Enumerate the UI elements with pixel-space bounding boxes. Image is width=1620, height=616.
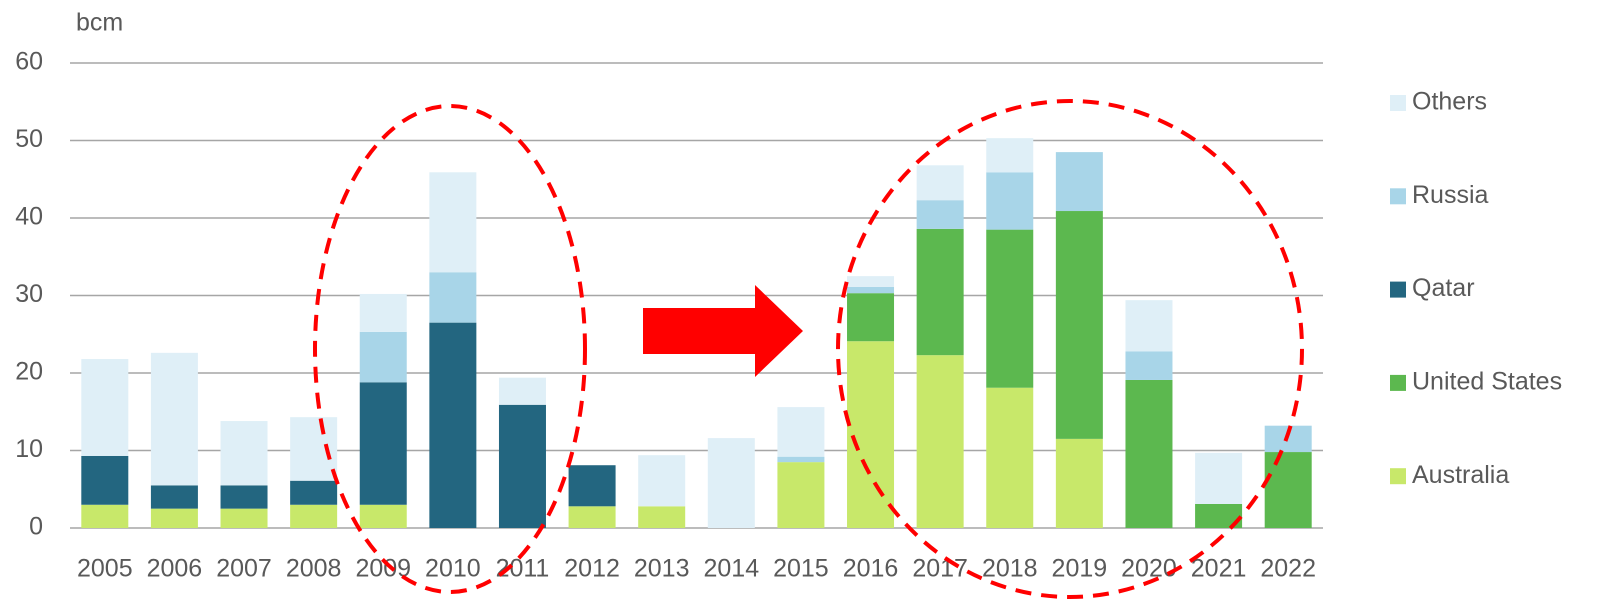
bar-segment: [220, 508, 268, 528]
bar-segment: [498, 377, 546, 405]
bar-segment: [638, 455, 686, 507]
bar-segment: [916, 355, 964, 528]
bar-segment: [290, 504, 338, 528]
legend-label: Others: [1412, 88, 1487, 116]
bar-segment: [150, 352, 198, 486]
bar-segment: [568, 465, 616, 507]
bar-segment: [359, 382, 407, 505]
bar-segment: [847, 293, 895, 342]
x-tick-label: 2022: [1260, 555, 1316, 583]
bar-segment: [290, 417, 338, 481]
bar-segment: [986, 229, 1034, 388]
x-tick-label: 2017: [912, 555, 968, 583]
x-tick-label: 2010: [425, 555, 481, 583]
bar-segment: [707, 438, 755, 528]
legend-swatch: [1390, 188, 1406, 205]
legend-label: United States: [1412, 368, 1562, 396]
bar-segment: [498, 404, 546, 528]
x-tick-label: 2008: [286, 555, 342, 583]
legend-swatch: [1390, 281, 1406, 298]
bar-segment: [568, 506, 616, 528]
bar-segment: [150, 485, 198, 509]
legend-label: Qatar: [1412, 274, 1475, 302]
bar-segment: [359, 331, 407, 383]
y-tick-label: 40: [15, 203, 43, 231]
bar-segment: [916, 165, 964, 201]
x-tick-label: 2014: [703, 555, 759, 583]
arrow: [643, 285, 803, 377]
bar-segment: [359, 293, 407, 332]
bar-segment: [429, 322, 477, 528]
bar-segment: [1125, 300, 1173, 352]
y-axis-label: bcm: [76, 9, 123, 37]
bar-segment: [429, 272, 477, 323]
annotations: [313, 99, 1304, 599]
legend-swatch: [1390, 95, 1406, 111]
bar-segment: [220, 485, 268, 509]
x-tick-label: 2020: [1121, 555, 1177, 583]
bar-segment: [986, 138, 1034, 173]
legend-swatch: [1390, 374, 1406, 391]
y-tick-label: 50: [15, 125, 43, 153]
y-tick-label: 0: [29, 513, 43, 541]
legend-label: Australia: [1412, 461, 1509, 489]
x-tick-label: 2021: [1191, 555, 1247, 583]
x-tick-label: 2016: [843, 555, 899, 583]
highlight-ellipse: [836, 99, 1304, 599]
bar-segment: [359, 504, 407, 528]
bar-segment: [429, 172, 477, 273]
bar-segment: [986, 387, 1034, 528]
bar-segment: [777, 407, 825, 457]
bar-segment: [1055, 438, 1103, 528]
x-tick-label: 2013: [634, 555, 690, 583]
bar-segment: [220, 421, 268, 486]
bar-segment: [847, 341, 895, 528]
highlight-ellipse: [313, 104, 587, 594]
bar-segment: [777, 462, 825, 528]
bar-segment: [847, 276, 895, 287]
y-tick-label: 30: [15, 280, 43, 308]
y-tick-label: 20: [15, 358, 43, 386]
x-tick-label: 2018: [982, 555, 1038, 583]
bar-segment: [1195, 452, 1243, 504]
x-tick-label: 2019: [1052, 555, 1108, 583]
bar-segment: [1055, 152, 1103, 212]
x-tick-label: 2011: [496, 555, 550, 583]
x-tick-label: 2006: [147, 555, 203, 583]
bar-segment: [916, 228, 964, 356]
bar-segment: [638, 506, 686, 528]
x-tick-label: 2012: [564, 555, 620, 583]
legend-swatch: [1390, 468, 1406, 485]
bar-segment: [777, 456, 825, 463]
x-tick-label: 2015: [773, 555, 829, 583]
bar-segment: [1125, 379, 1173, 528]
bar-segment: [986, 172, 1034, 230]
bar-segment: [81, 504, 129, 528]
bar-segment: [81, 359, 129, 456]
bar-segment: [916, 200, 964, 229]
bar-segment: [1264, 452, 1312, 528]
bar-segment: [81, 455, 129, 505]
bar-segment: [847, 286, 895, 294]
legend-label: Russia: [1412, 181, 1489, 209]
bar-segment: [150, 508, 198, 528]
y-tick-label: 60: [15, 48, 43, 76]
y-tick-label: 10: [15, 435, 43, 463]
x-tick-label: 2007: [216, 555, 272, 583]
bar-segment: [1055, 211, 1103, 439]
x-tick-label: 2005: [77, 555, 133, 583]
bar-segment: [290, 480, 338, 505]
bar-segment: [1125, 351, 1173, 380]
